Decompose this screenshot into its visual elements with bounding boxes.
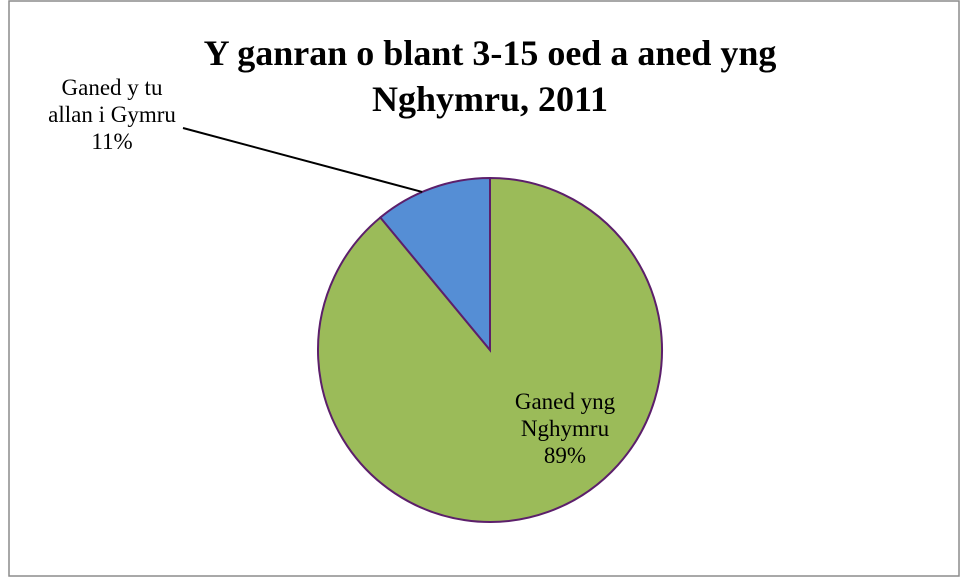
pie-slice: [378, 176, 491, 353]
data-label-value: 11%: [91, 129, 133, 154]
leader-line: [182, 127, 423, 193]
data-label-category: Ganed yng Nghymru: [514, 389, 616, 441]
chart-title: Y ganran o blant 3-15 oed a aned yng Ngh…: [203, 33, 777, 119]
data-label: Ganed y tu allan i Gymru 11%: [47, 74, 177, 155]
data-label-value: 89%: [543, 443, 587, 468]
data-label-category: Ganed y tu allan i Gymru: [48, 75, 176, 127]
data-label: Ganed yng Nghymru 89%: [480, 388, 650, 469]
